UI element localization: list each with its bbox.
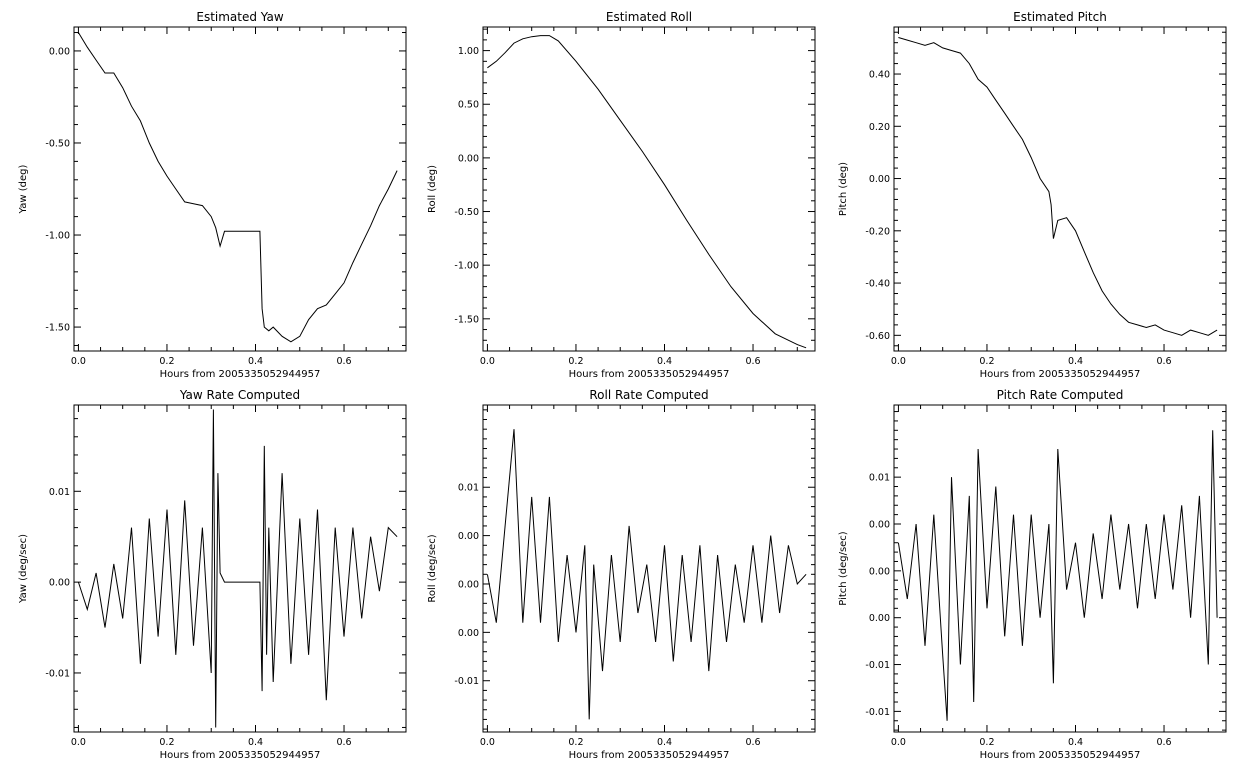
x-axis-label: Hours from 2005335052944957 [980, 369, 1141, 380]
y-tick-label: 0.01 [49, 487, 70, 498]
y-axis-label: Roll (deg/sec) [427, 534, 438, 602]
y-tick-label: -0.20 [865, 226, 890, 237]
plot-frame [893, 26, 1227, 352]
x-tick-label: 0.2 [159, 356, 174, 367]
y-tick-label: 0.01 [458, 483, 479, 494]
y-axis-label: Pitch (deg/sec) [838, 531, 849, 606]
plot-title: Roll Rate Computed [589, 388, 708, 402]
x-tick-label: 0.6 [745, 737, 760, 748]
subplot-2: Estimated Roll Hours from 200533505294495… [427, 10, 816, 380]
plot-title: Yaw Rate Computed [179, 388, 300, 402]
y-tick-label: 0.00 [458, 579, 479, 590]
y-tick-label: -1.50 [45, 323, 70, 334]
x-tick-label: 0.2 [979, 356, 994, 367]
series-line [486, 429, 807, 720]
x-tick-label: 0.6 [745, 356, 760, 367]
x-axis-label: Hours from 2005335052944957 [569, 369, 730, 380]
plot-frame [482, 26, 816, 352]
x-tick-label: 0.6 [336, 737, 351, 748]
y-tick-label: 0.00 [458, 153, 479, 164]
y-tick-label: -1.50 [454, 314, 479, 325]
x-tick-label: 0.0 [891, 356, 906, 367]
x-tick-label: 0.2 [568, 737, 583, 748]
y-tick-label: 0.50 [458, 100, 479, 111]
y-tick-label: 0.01 [869, 473, 890, 484]
y-tick-label: -0.01 [865, 660, 890, 671]
x-axis-label: Hours from 2005335052944957 [569, 750, 730, 761]
plot-title: Estimated Pitch [1013, 10, 1107, 24]
plot-frame [73, 26, 407, 352]
y-tick-label: 0.00 [49, 46, 70, 57]
y-tick-label: 0.20 [869, 122, 890, 133]
y-tick-label: -1.00 [45, 231, 70, 242]
plot-title: Estimated Yaw [196, 10, 283, 24]
series-line [897, 430, 1218, 721]
x-tick-label: 0.6 [1156, 737, 1171, 748]
plot-title: Pitch Rate Computed [997, 388, 1124, 402]
x-tick-label: 0.4 [248, 737, 263, 748]
x-tick-label: 0.6 [336, 356, 351, 367]
y-axis-label: Yaw (deg) [18, 164, 29, 214]
x-tick-label: 0.2 [979, 737, 994, 748]
y-tick-label: -1.00 [454, 261, 479, 272]
y-tick-label: 0.00 [869, 174, 890, 185]
subplot-1: Estimated Yaw Hours from 2005335052944957… [18, 10, 407, 380]
x-tick-label: 0.4 [248, 356, 263, 367]
x-tick-label: 0.0 [71, 356, 86, 367]
subplot-4: Yaw Rate Computed Hours from 200533505294… [18, 388, 407, 761]
y-tick-label: -0.01 [45, 668, 70, 679]
y-tick-label: -0.50 [454, 207, 479, 218]
y-tick-label: -0.40 [865, 279, 890, 290]
y-tick-label: 0.00 [869, 566, 890, 577]
y-tick-label: -0.01 [865, 707, 890, 718]
x-axis-label: Hours from 2005335052944957 [160, 750, 321, 761]
x-tick-label: 0.2 [159, 737, 174, 748]
series-line [77, 32, 398, 343]
x-tick-label: 0.4 [1068, 356, 1083, 367]
x-axis-label: Hours from 2005335052944957 [160, 369, 321, 380]
y-tick-label: 1.00 [458, 46, 479, 57]
plot-frame [73, 404, 407, 733]
y-tick-label: -0.50 [45, 138, 70, 149]
plot-frame [893, 404, 1227, 733]
y-axis-label: Pitch (deg) [838, 162, 849, 216]
y-tick-label: -0.01 [454, 676, 479, 687]
x-tick-label: 0.4 [657, 737, 672, 748]
x-tick-label: 0.0 [71, 737, 86, 748]
series-line [898, 37, 1218, 336]
subplot-3: Estimated Pitch Hours from 20053350529449… [838, 10, 1227, 380]
y-tick-label: 0.00 [49, 578, 70, 589]
x-tick-label: 0.4 [1068, 737, 1083, 748]
subplot-5: Roll Rate Computed Hours from 20053350529… [427, 388, 816, 761]
x-tick-label: 0.0 [480, 737, 495, 748]
plot-title: Estimated Roll [606, 10, 692, 24]
y-tick-label: 0.00 [869, 519, 890, 530]
y-tick-label: -0.60 [865, 331, 890, 342]
x-tick-label: 0.2 [568, 356, 583, 367]
x-axis-label: Hours from 2005335052944957 [980, 750, 1141, 761]
x-tick-label: 0.0 [480, 356, 495, 367]
y-tick-label: 0.00 [869, 613, 890, 624]
y-axis-label: Roll (deg) [427, 165, 438, 213]
y-axis-label: Yaw (deg/sec) [18, 534, 29, 604]
y-tick-label: 0.00 [458, 531, 479, 542]
subplot-6: Pitch Rate Computed Hours from 2005335052… [838, 388, 1227, 761]
y-tick-label: 0.40 [869, 70, 890, 81]
y-tick-label: 0.00 [458, 628, 479, 639]
x-tick-label: 0.0 [891, 737, 906, 748]
x-tick-label: 0.4 [657, 356, 672, 367]
x-tick-label: 0.6 [1156, 356, 1171, 367]
series-line [487, 35, 807, 349]
plot-frame [482, 404, 816, 733]
series-line [77, 409, 398, 728]
